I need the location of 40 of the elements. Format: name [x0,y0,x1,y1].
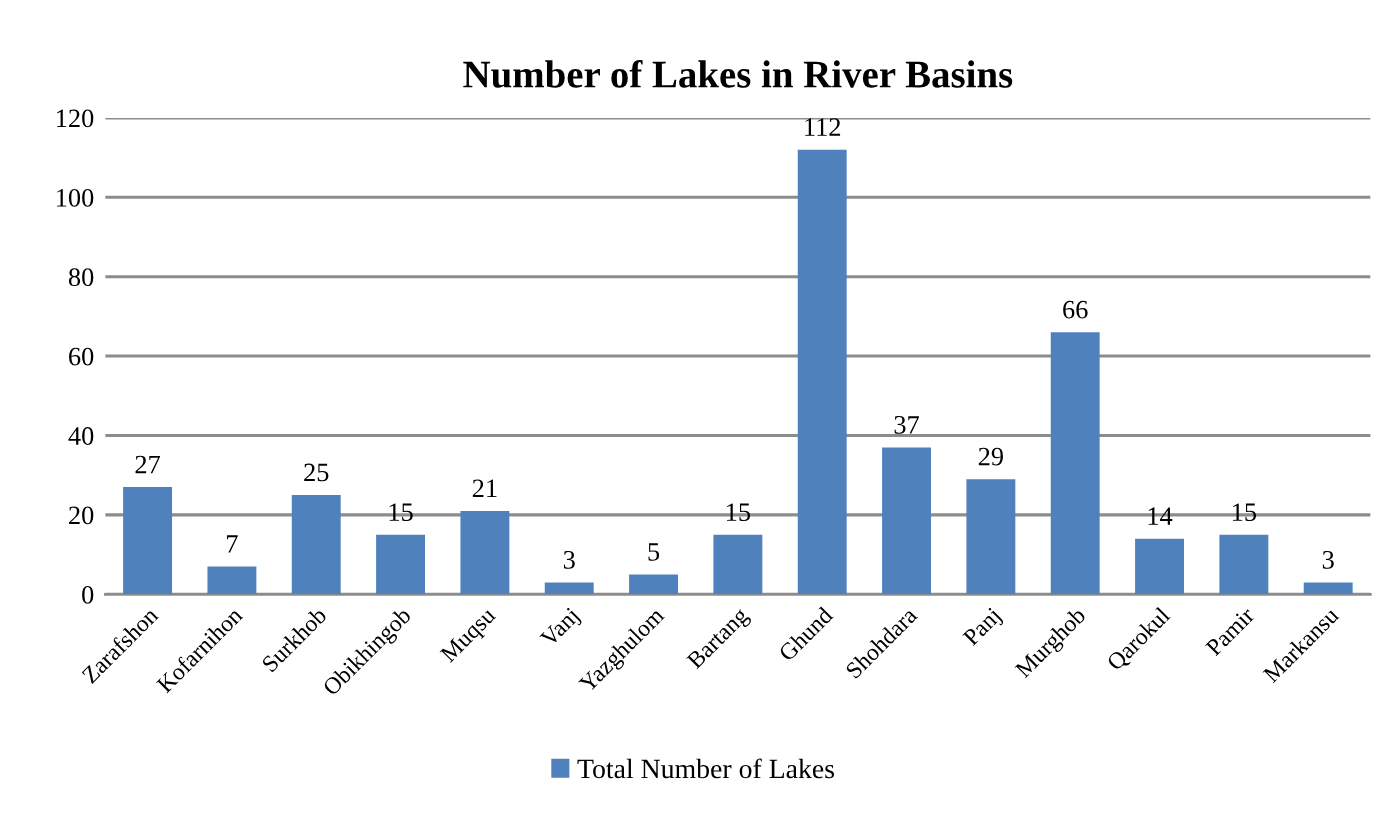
bar [544,582,594,595]
data-label: 15 [727,503,751,522]
bar [207,566,257,595]
legend-label: Total Number of Lakes [577,758,834,779]
bar [966,479,1016,595]
data-label: 25 [304,463,329,482]
bar [460,510,510,595]
data-label: 29 [978,447,1003,466]
bar [1219,534,1269,595]
x-tick-label: Panj [962,607,1005,650]
y-tick-label: 120 [57,109,94,128]
chart-title: Number of Lakes in River Basins [463,59,1013,88]
y-tick-label: 60 [69,347,94,366]
bar [1135,538,1184,595]
bar [376,534,426,595]
data-label: 37 [894,415,919,434]
data-label: 7 [227,535,238,553]
bar [629,574,679,595]
bar [291,495,341,595]
data-label: 3 [1322,550,1334,569]
bar [882,447,931,595]
bar [713,534,763,595]
data-label: 21 [472,479,497,497]
y-tick-label: 100 [57,188,94,207]
y-tick-label: 40 [68,427,94,445]
y-tick-label: 80 [68,268,94,287]
y-tick-label: 20 [69,506,94,525]
data-label: 15 [389,503,413,522]
data-label: 112 [805,118,841,136]
bar [797,149,847,595]
data-label: 3 [563,550,575,569]
data-label: 5 [648,543,660,561]
bar [123,487,173,595]
data-label: 15 [1232,503,1257,522]
y-tick-label: 0 [82,585,94,604]
bar [1303,582,1353,595]
data-label: 27 [135,455,161,474]
bar [1050,332,1100,595]
data-label: 66 [1063,300,1088,319]
data-label: 14 [1148,507,1173,525]
